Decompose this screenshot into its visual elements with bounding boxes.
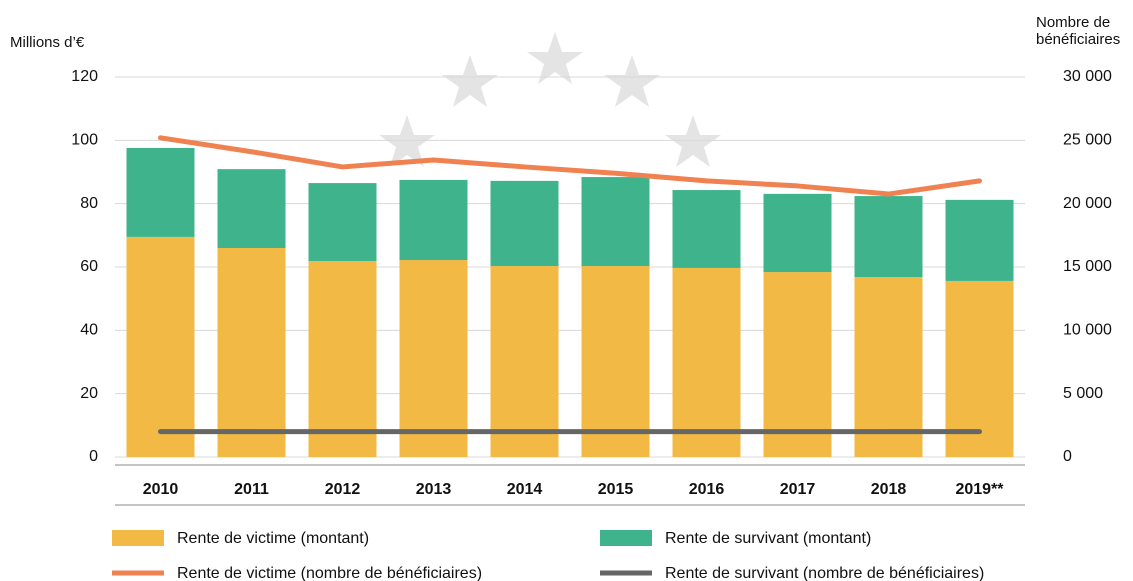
y-tick-label: 80 bbox=[80, 195, 98, 212]
bar bbox=[764, 194, 832, 272]
chart: 0 20 40 60 80 100 120 0 5 000 10 000 15 000 20 000 2… bbox=[0, 0, 1133, 581]
y2-tick-label: 30 000 bbox=[1063, 68, 1112, 85]
legend-label: Rente de victime (montant) bbox=[177, 530, 369, 547]
bar bbox=[127, 148, 195, 237]
bar bbox=[582, 266, 650, 457]
x-tick-label: 2014 bbox=[507, 481, 543, 498]
bar bbox=[582, 177, 650, 266]
x-tick-label: 2010 bbox=[143, 481, 179, 498]
bar bbox=[309, 261, 377, 457]
x-tick-label: 2013 bbox=[416, 481, 452, 498]
y-tick-label: 120 bbox=[71, 68, 98, 85]
background-stars bbox=[379, 32, 721, 167]
y-tick-label: 60 bbox=[80, 258, 98, 275]
x-tick-label: 2019** bbox=[955, 481, 1004, 498]
y-axis-title: Millions d’€ bbox=[10, 34, 84, 51]
legend-label: Rente de survivant (montant) bbox=[665, 530, 871, 547]
y-tick-label: 0 bbox=[89, 448, 98, 465]
legend-label: Rente de victime (nombre de bénéficiaire… bbox=[177, 565, 482, 581]
bar bbox=[491, 266, 559, 457]
bar bbox=[673, 190, 741, 268]
y-tick-label: 100 bbox=[71, 132, 98, 149]
bar bbox=[309, 183, 377, 261]
y2-tick-label: 5 000 bbox=[1063, 385, 1103, 402]
legend-label: Rente de survivant (nombre de bénéficiai… bbox=[665, 565, 984, 581]
x-tick-label: 2012 bbox=[325, 481, 361, 498]
y-tick-label: 20 bbox=[80, 385, 98, 402]
bar bbox=[400, 260, 468, 457]
bar bbox=[400, 180, 468, 260]
y2-tick-label: 20 000 bbox=[1063, 195, 1112, 212]
bar bbox=[218, 248, 286, 457]
legend-swatch bbox=[112, 530, 164, 546]
x-tick-label: 2015 bbox=[598, 481, 634, 498]
bar bbox=[218, 169, 286, 248]
y2-tick-label: 10 000 bbox=[1063, 322, 1112, 339]
x-tick-label: 2017 bbox=[780, 481, 816, 498]
page: {"chart_data": {"type": "bar", "y_label"… bbox=[0, 0, 1133, 581]
bar bbox=[946, 200, 1014, 281]
y2-tick-label: 25 000 bbox=[1063, 132, 1112, 149]
bar bbox=[673, 268, 741, 457]
y2-axis-title: Nombre de bénéficiaires bbox=[1036, 14, 1131, 48]
x-tick-label: 2011 bbox=[234, 481, 269, 498]
x-tick-label: 2016 bbox=[689, 481, 725, 498]
legend-swatch bbox=[600, 530, 652, 546]
y2-tick-label: 15 000 bbox=[1063, 258, 1112, 275]
bar bbox=[127, 237, 195, 457]
x-tick-label: 2018 bbox=[871, 481, 907, 498]
bar bbox=[855, 196, 923, 277]
y-tick-label: 40 bbox=[80, 322, 98, 339]
bar bbox=[491, 181, 559, 266]
y2-tick-label: 0 bbox=[1063, 448, 1072, 465]
